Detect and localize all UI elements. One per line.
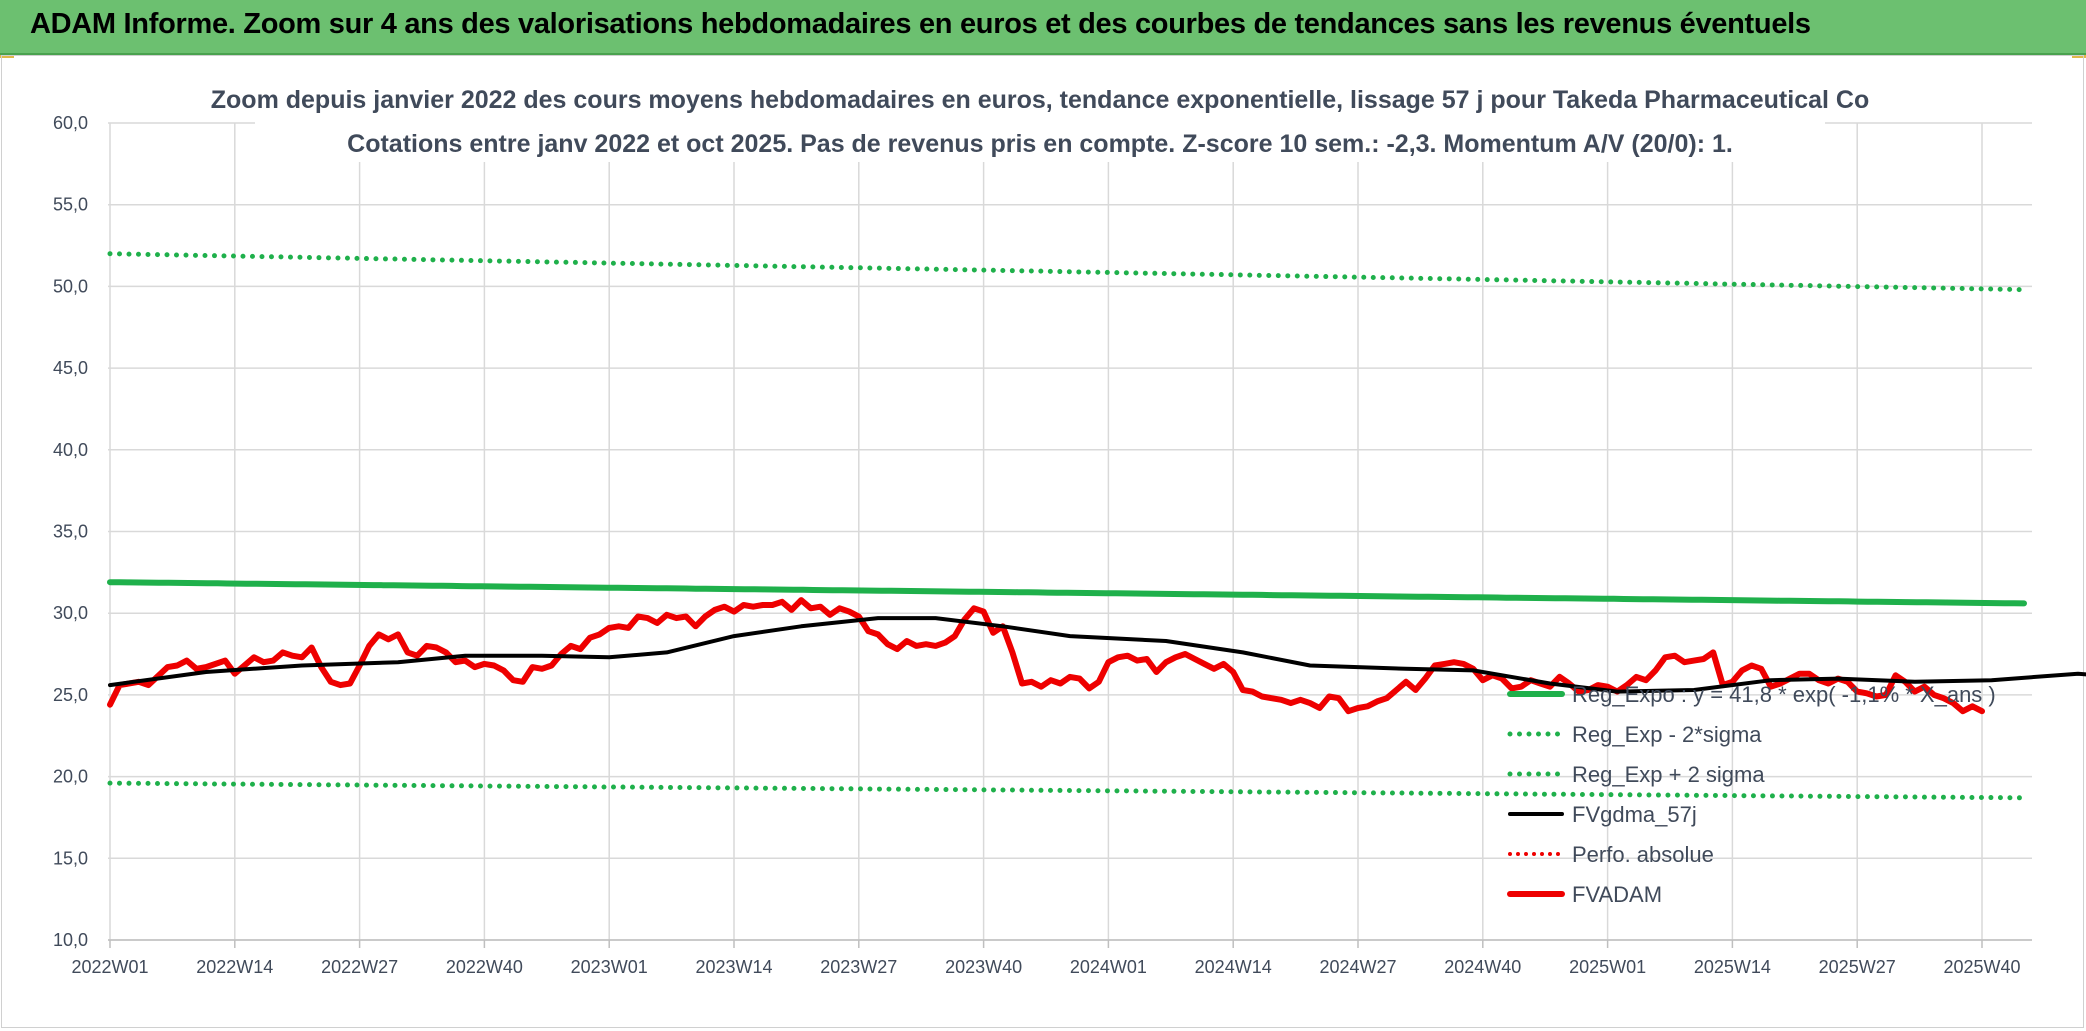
x-tick-label: 2022W40 xyxy=(446,957,523,977)
banner-corner-left xyxy=(0,55,14,58)
x-tick-label: 2023W14 xyxy=(695,957,772,977)
chart-legend: Reg_Expo : y = 41,8 * exp( -1,1% * X_ans… xyxy=(1507,682,1996,907)
x-tick-label: 2024W14 xyxy=(1195,957,1272,977)
chart-title-backdrop xyxy=(255,80,1825,162)
report-title: ADAM Informe. Zoom sur 4 ans des valoris… xyxy=(30,8,1811,40)
y-tick-label: 20,0 xyxy=(53,767,88,787)
y-tick-label: 35,0 xyxy=(53,522,88,542)
x-tick-label: 2024W01 xyxy=(1070,957,1147,977)
x-tick-label: 2025W40 xyxy=(1943,957,2020,977)
legend-label: Perfo. absolue xyxy=(1572,842,1714,867)
x-tick-label: 2024W40 xyxy=(1444,957,1521,977)
series-layer xyxy=(107,251,2086,801)
y-tick-label: 15,0 xyxy=(53,848,88,868)
report-banner: ADAM Informe. Zoom sur 4 ans des valoris… xyxy=(0,0,2086,55)
y-tick-label: 40,0 xyxy=(53,440,88,460)
legend-label: Reg_Expo : y = 41,8 * exp( -1,1% * X_ans… xyxy=(1572,682,1996,707)
x-tick-label: 2022W01 xyxy=(71,957,148,977)
x-tick-label: 2022W14 xyxy=(196,957,273,977)
x-tick-label: 2022W27 xyxy=(321,957,398,977)
x-tick-label: 2023W01 xyxy=(571,957,648,977)
chart-title: Zoom depuis janvier 2022 des cours moyen… xyxy=(211,86,1869,114)
x-tick-label: 2025W14 xyxy=(1694,957,1771,977)
legend-label: FVgdma_57j xyxy=(1572,802,1697,827)
legend-label: Reg_Exp - 2*sigma xyxy=(1572,722,1762,747)
series-line xyxy=(107,780,2027,801)
x-axis: 2022W01 2022W14 2022W27 2022W40 2023W01 2023W… xyxy=(71,939,2032,977)
x-tick-label: 2023W27 xyxy=(820,957,897,977)
y-tick-label: 50,0 xyxy=(53,276,88,296)
legend-label: Reg_Exp + 2 sigma xyxy=(1572,762,1765,787)
y-axis: 10,0 15,0 20,0 25,0 30,0 35,0 40,0 45,0 50,0 55,0… xyxy=(53,113,88,950)
banner-corner-right xyxy=(2072,55,2086,58)
y-tick-label: 30,0 xyxy=(53,603,88,623)
chart-frame xyxy=(1,55,2084,1028)
chart-grid xyxy=(108,122,2032,941)
series-line xyxy=(107,597,1985,715)
y-tick-label: 25,0 xyxy=(53,685,88,705)
y-tick-label: 60,0 xyxy=(53,113,88,133)
y-tick-label: 55,0 xyxy=(53,195,88,215)
series-line xyxy=(107,579,2027,607)
x-tick-label: 2024W27 xyxy=(1319,957,1396,977)
x-tick-label: 2023W40 xyxy=(945,957,1022,977)
x-tick-label: 2025W27 xyxy=(1819,957,1896,977)
series-line xyxy=(107,251,2027,293)
y-tick-label: 10,0 xyxy=(53,930,88,950)
chart-subtitle: Cotations entre janv 2022 et oct 2025. P… xyxy=(347,130,1733,158)
x-tick-label: 2025W01 xyxy=(1569,957,1646,977)
series-line xyxy=(108,616,2086,694)
legend-label: FVADAM xyxy=(1572,882,1662,907)
y-tick-label: 45,0 xyxy=(53,358,88,378)
